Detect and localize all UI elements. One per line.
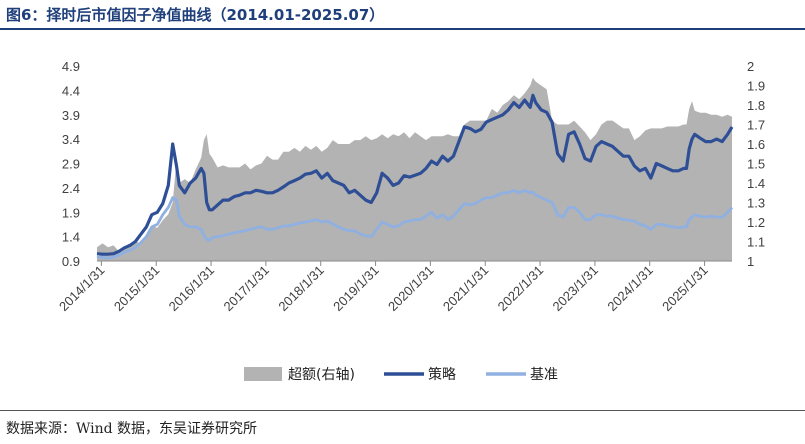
y-right-tick-label: 1.6 bbox=[747, 137, 765, 152]
x-tick-label: 2022/1/31 bbox=[495, 263, 547, 315]
y-left-tick-label: 3.9 bbox=[62, 108, 80, 123]
legend-benchmark-label: 基准 bbox=[530, 366, 558, 383]
x-tick-label: 2025/1/31 bbox=[659, 263, 711, 315]
series-excess-area bbox=[97, 77, 732, 261]
y-right-tick-label: 1.2 bbox=[747, 215, 765, 230]
legend-strategy-label: 策略 bbox=[428, 366, 456, 383]
y-left-tick-label: 0.9 bbox=[62, 254, 80, 269]
y-left-tick-label: 4.4 bbox=[62, 83, 80, 98]
source-divider bbox=[0, 410, 805, 411]
y-left-tick-label: 1.9 bbox=[62, 205, 80, 220]
x-tick-label: 2023/1/31 bbox=[550, 263, 602, 315]
net-value-chart: 0.9 1.4 1.9 2.4 2.9 3.4 3.9 4.4 4.9 1 1.1 1.2 1.3 1.4… bbox=[56, 59, 765, 383]
legend-excess-label: 超额(右轴) bbox=[288, 367, 355, 383]
y-left-tick-label: 2.4 bbox=[62, 181, 80, 196]
y-right-tick-label: 1.5 bbox=[747, 157, 765, 172]
x-tick-label: 2021/1/31 bbox=[440, 263, 492, 315]
x-tick-label: 2015/1/31 bbox=[111, 263, 163, 315]
figure-title: 图6：择时后市值因子净值曲线（2014.01-2025.07） bbox=[6, 6, 385, 24]
x-tick-label: 2020/1/31 bbox=[385, 263, 437, 315]
y-left-tick-label: 4.9 bbox=[62, 59, 80, 74]
y-right-tick-label: 1.7 bbox=[747, 118, 765, 133]
y-right-tick-label: 1.8 bbox=[747, 98, 765, 113]
x-tick-label: 2016/1/31 bbox=[166, 263, 218, 315]
x-tick-label: 2014/1/31 bbox=[56, 263, 108, 315]
x-tick-label: 2019/1/31 bbox=[330, 263, 382, 315]
y-right-tick-label: 1 bbox=[747, 254, 754, 269]
y-right-tick-label: 1.1 bbox=[747, 235, 765, 250]
x-tick-label: 2017/1/31 bbox=[221, 263, 273, 315]
x-tick-label: 2018/1/31 bbox=[275, 263, 327, 315]
y-left-tick-label: 2.9 bbox=[62, 157, 80, 172]
y-left-tick-label: 1.4 bbox=[62, 230, 80, 245]
y-right-tick-label: 1.3 bbox=[747, 196, 765, 211]
excess-area-layer bbox=[97, 77, 732, 261]
y-right-tick-label: 2 bbox=[747, 59, 754, 74]
line-layer bbox=[96, 93, 734, 260]
y-left-tick-label: 3.4 bbox=[62, 132, 80, 147]
source-note: 数据来源：Wind 数据，东吴证券研究所 bbox=[6, 421, 258, 437]
y-right-tick-label: 1.9 bbox=[747, 79, 765, 94]
x-tick-label: 2024/1/31 bbox=[604, 263, 656, 315]
y-right-tick-label: 1.4 bbox=[747, 176, 765, 191]
series-benchmark-line bbox=[96, 188, 734, 260]
legend: 超额(右轴) 策略 基准 bbox=[244, 366, 558, 383]
series-strategy-line bbox=[96, 93, 734, 256]
legend-excess-swatch bbox=[244, 367, 282, 381]
title-divider bbox=[0, 28, 805, 30]
